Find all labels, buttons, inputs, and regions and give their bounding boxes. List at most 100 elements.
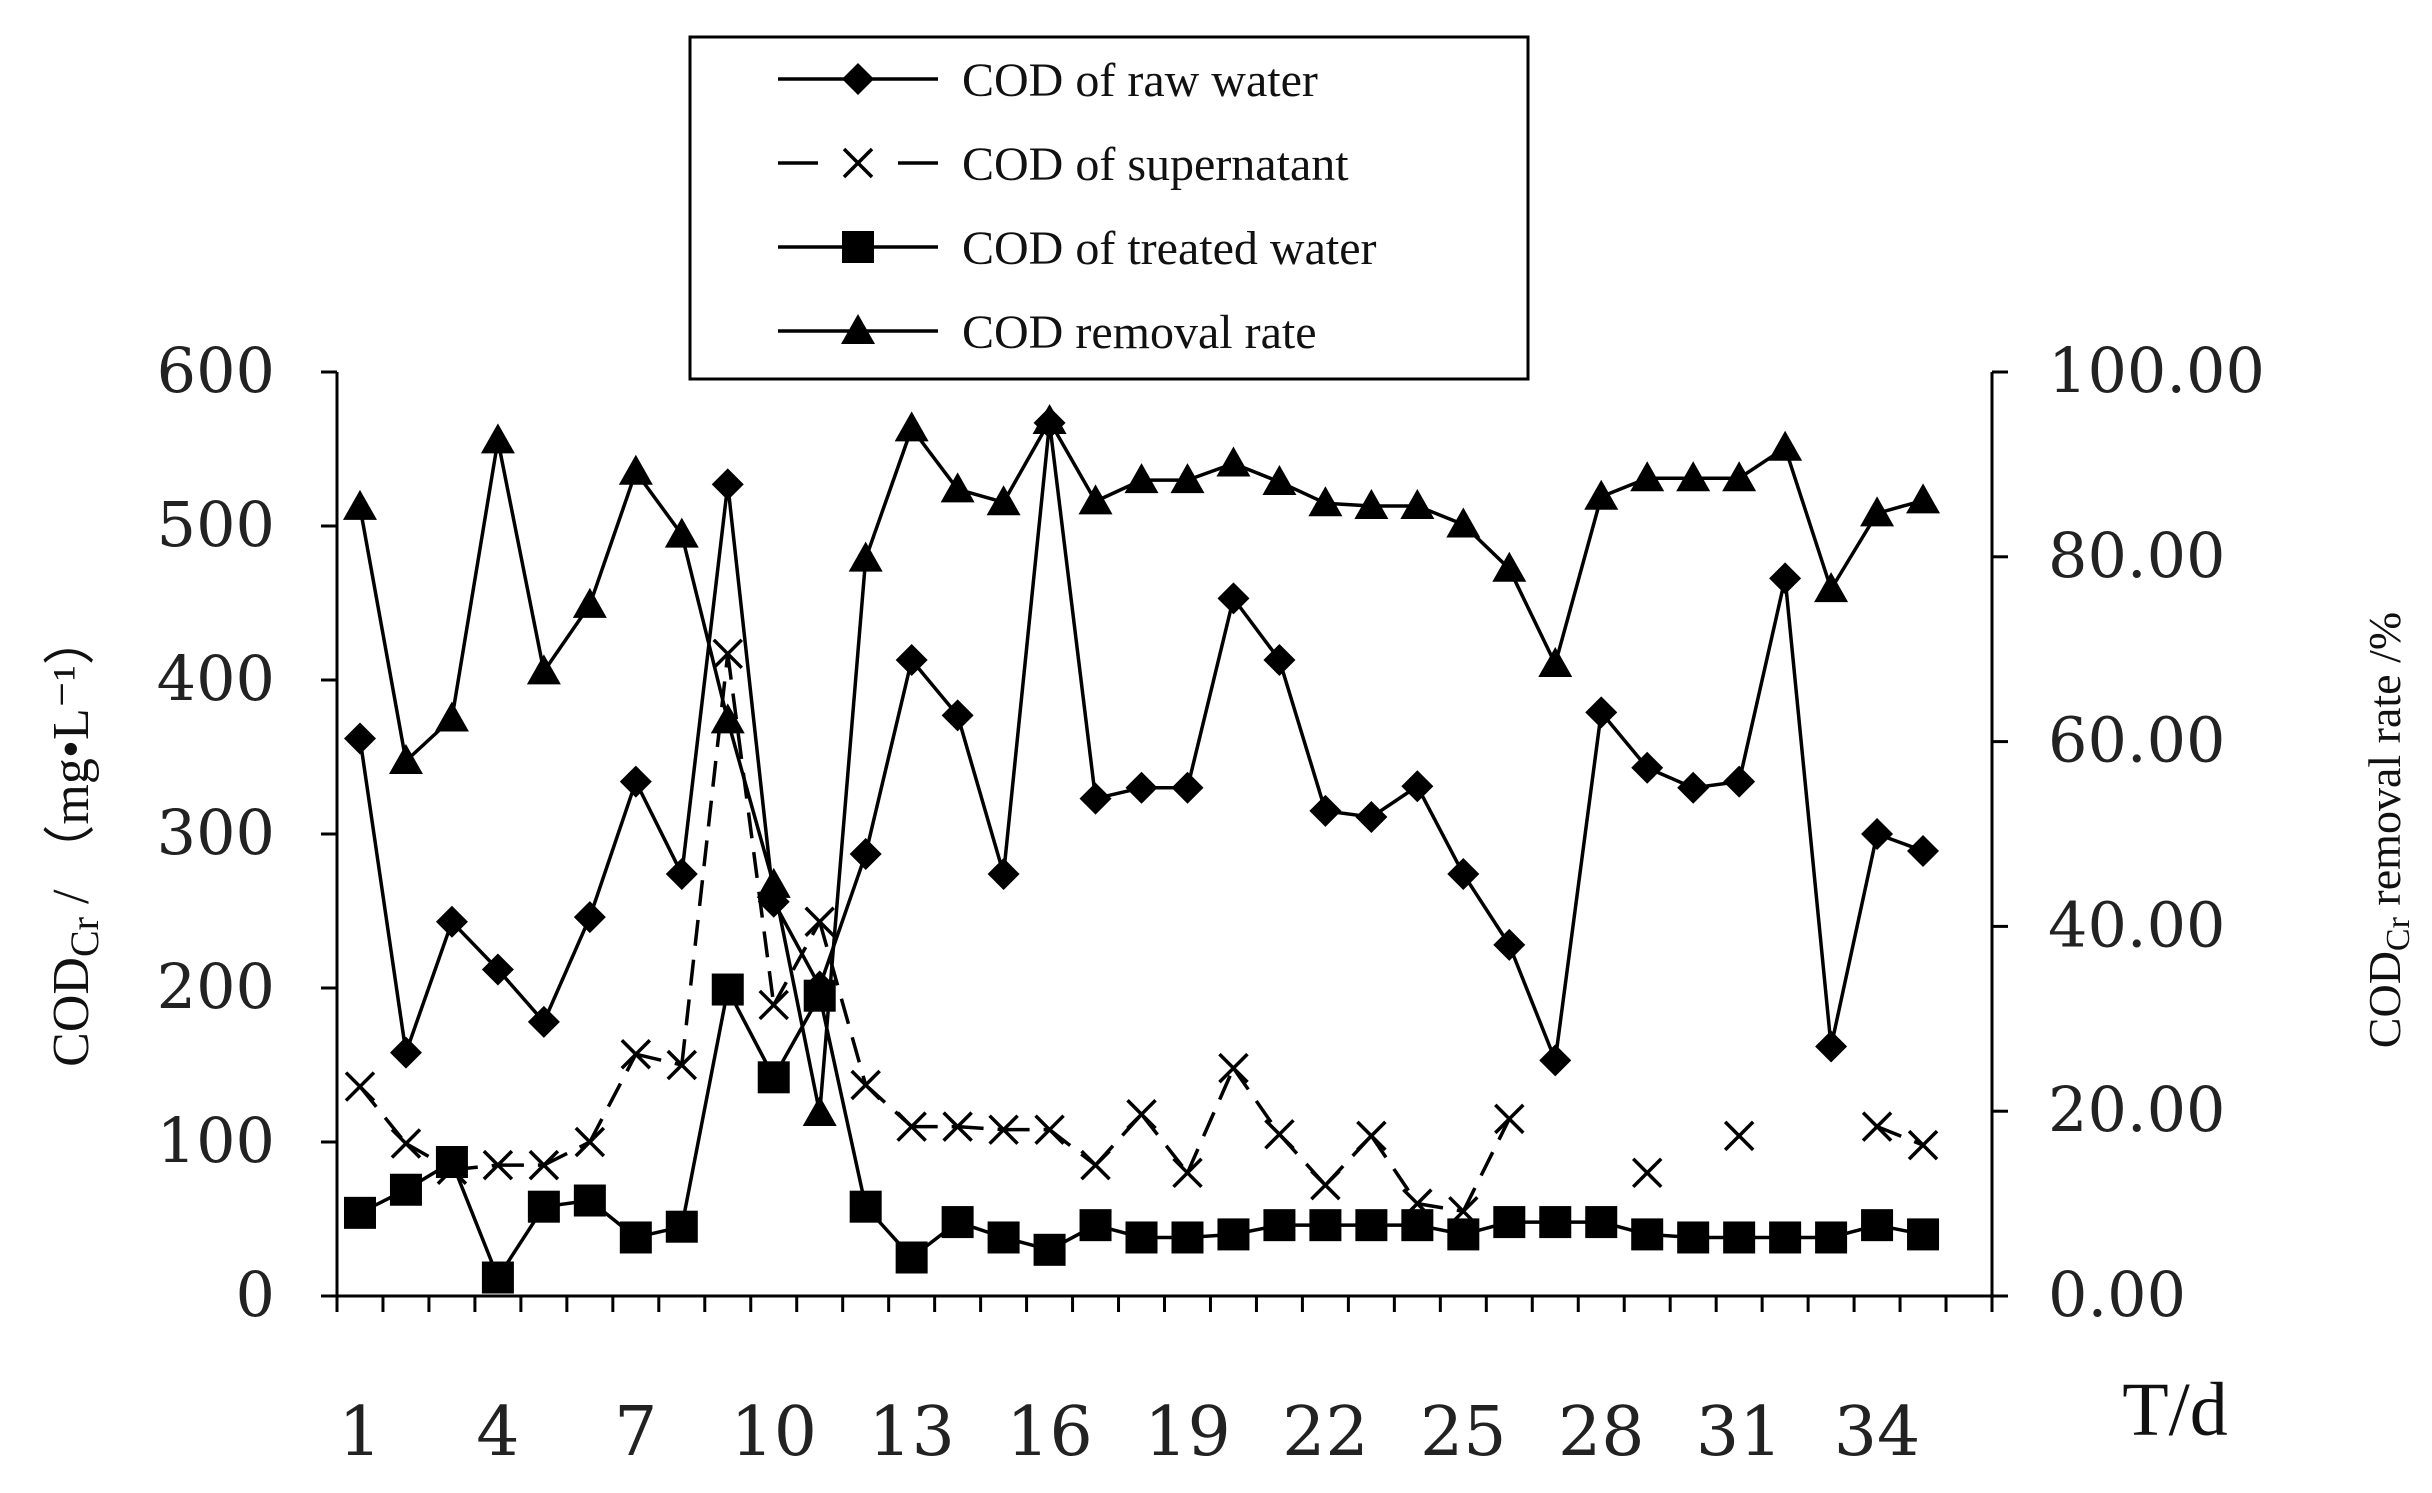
x-tick-label: 31 bbox=[1696, 1393, 1783, 1472]
data-point-triangle bbox=[618, 454, 653, 485]
data-point-square bbox=[941, 1206, 974, 1239]
data-point-triangle bbox=[1906, 483, 1941, 514]
data-point-square bbox=[1631, 1218, 1664, 1251]
legend-box bbox=[688, 35, 1530, 381]
x-axis-title: T/d bbox=[2122, 1368, 2228, 1452]
data-point-diamond bbox=[1723, 765, 1756, 798]
series-line-segment bbox=[955, 714, 1006, 875]
x-tick-label: 7 bbox=[614, 1393, 657, 1472]
series-line-segment bbox=[680, 534, 730, 721]
data-point-triangle bbox=[1124, 463, 1159, 494]
series-line-segment bbox=[1185, 1067, 1236, 1174]
data-point-square bbox=[849, 1190, 882, 1223]
data-point-x bbox=[1125, 1098, 1158, 1131]
data-point-x bbox=[1309, 1169, 1342, 1201]
series-line-segment bbox=[1876, 1124, 1924, 1147]
data-point-square bbox=[665, 1210, 698, 1243]
series-layer bbox=[342, 403, 1941, 1294]
data-point-square bbox=[1677, 1221, 1710, 1254]
data-point-diamond bbox=[1309, 794, 1342, 827]
y-left-tick-label: 600 bbox=[157, 334, 275, 407]
series-line-segment bbox=[863, 659, 914, 855]
series-line-segment bbox=[1232, 597, 1281, 662]
y-right-title-sub: Cr bbox=[2380, 916, 2417, 951]
x-tick-label: 25 bbox=[1420, 1393, 1507, 1472]
series-line-segment bbox=[1507, 944, 1557, 1062]
data-point-x bbox=[1033, 1113, 1066, 1146]
series-line-segment bbox=[680, 484, 730, 875]
data-point-square bbox=[1723, 1221, 1756, 1254]
data-point-triangle bbox=[480, 423, 515, 454]
data-point-x bbox=[1723, 1120, 1755, 1152]
data-point-square bbox=[1493, 1206, 1526, 1239]
series-line-segment bbox=[1001, 422, 1052, 875]
data-point-x bbox=[1217, 1052, 1250, 1084]
data-point-square bbox=[619, 1221, 652, 1254]
data-point-x bbox=[1355, 1120, 1388, 1152]
series-line-segment bbox=[358, 738, 408, 1053]
data-point-square bbox=[1125, 1221, 1158, 1254]
data-point-square bbox=[343, 1196, 376, 1229]
x-tick-label: 13 bbox=[868, 1393, 955, 1472]
series-line-segment bbox=[817, 558, 868, 1114]
data-point-diamond bbox=[389, 1036, 422, 1069]
data-point-x bbox=[1861, 1110, 1893, 1143]
x-tick-label: 19 bbox=[1144, 1393, 1231, 1472]
legend-marker-square bbox=[842, 231, 874, 263]
series-line-segment bbox=[864, 427, 914, 560]
y-right-axis-title: CODCr removal rate /% bbox=[2359, 612, 2417, 1048]
data-point-square bbox=[573, 1184, 606, 1217]
data-point-triangle bbox=[802, 1096, 837, 1127]
data-point-diamond bbox=[573, 901, 606, 934]
x-tick-label: 16 bbox=[1006, 1393, 1093, 1472]
data-point-diamond bbox=[1171, 771, 1204, 804]
data-point-triangle bbox=[710, 703, 745, 734]
data-point-triangle bbox=[664, 517, 699, 548]
series-line-segment bbox=[1185, 597, 1236, 789]
series-line-segment bbox=[588, 781, 638, 918]
series-line-segment bbox=[1232, 1067, 1281, 1136]
data-point-square bbox=[987, 1221, 1020, 1254]
data-point-diamond bbox=[1493, 928, 1526, 961]
y-right-tick-label: 60.00 bbox=[2048, 704, 2226, 777]
series-line-segment bbox=[588, 471, 638, 606]
data-point-triangle bbox=[1170, 463, 1205, 494]
data-point-diamond bbox=[1447, 858, 1480, 891]
data-point-triangle bbox=[434, 701, 469, 732]
data-point-diamond bbox=[1677, 771, 1710, 804]
data-point-diamond bbox=[1769, 562, 1802, 595]
data-point-x bbox=[1171, 1157, 1204, 1189]
x-tick-label: 4 bbox=[476, 1393, 519, 1472]
series-line-segment bbox=[404, 921, 454, 1054]
y-left-title-sub: Cr bbox=[62, 917, 107, 957]
x-tick-label: 10 bbox=[730, 1393, 817, 1472]
series-line-segment bbox=[450, 440, 500, 719]
series-line-segment bbox=[1002, 420, 1052, 504]
data-point-square bbox=[481, 1261, 514, 1294]
data-point-x bbox=[344, 1070, 376, 1103]
series-line-segment bbox=[726, 484, 776, 902]
y-left-title-main: COD bbox=[43, 957, 100, 1067]
x-tick-label: 22 bbox=[1282, 1393, 1369, 1472]
data-point-square bbox=[1263, 1209, 1296, 1242]
series-line-segment bbox=[358, 506, 408, 762]
y-left-tick-label: 100 bbox=[157, 1104, 275, 1177]
series-line-segment bbox=[1553, 712, 1603, 1061]
series-line-segment bbox=[1829, 833, 1879, 1047]
data-point-diamond bbox=[619, 765, 652, 798]
data-point-triangle bbox=[1400, 488, 1435, 519]
data-point-diamond bbox=[1401, 770, 1434, 803]
series-line-segment bbox=[1737, 577, 1787, 783]
series-line-segment bbox=[818, 853, 868, 988]
series-line-segment bbox=[1415, 785, 1465, 875]
data-point-triangle bbox=[940, 472, 975, 503]
series-line-segment bbox=[543, 1140, 591, 1167]
series-line-segment bbox=[496, 440, 546, 672]
data-point-square bbox=[1861, 1209, 1894, 1242]
series-line-segment bbox=[772, 884, 822, 1114]
data-point-square bbox=[1309, 1209, 1342, 1242]
y-left-axis-title: CODCr / （mg•L⁻¹） bbox=[43, 613, 107, 1067]
data-point-triangle bbox=[1262, 464, 1297, 495]
data-point-x bbox=[803, 906, 836, 938]
data-point-x bbox=[1493, 1103, 1526, 1135]
